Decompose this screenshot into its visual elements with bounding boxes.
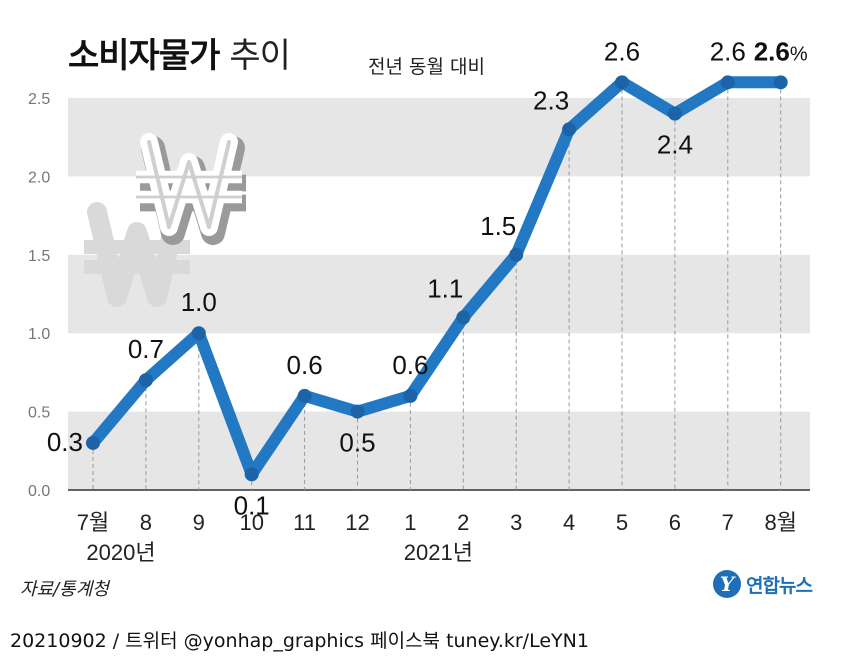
data-label: 0.1 — [234, 490, 270, 520]
data-label: 0.6 — [287, 350, 323, 380]
drop-lines — [92, 82, 782, 490]
x-tick-label: 1 — [404, 510, 416, 535]
logo-text: 연합뉴스 — [746, 574, 813, 597]
won-strokes — [147, 140, 231, 229]
grid-band — [68, 411, 810, 490]
y-tick-label: 0.5 — [28, 405, 50, 422]
data-point — [297, 388, 312, 403]
grid-band — [68, 254, 810, 334]
x-tick-label: 11 — [293, 510, 316, 535]
data-point — [86, 435, 100, 450]
x-tick-label: 12 — [345, 510, 369, 535]
data-label: 0.7 — [128, 334, 164, 364]
data-labels: 0.3 0.7 1.0 0.1 0.6 0.5 0.6 1.1 1.5 2.3 2.6 2.4 2.6 2… — [47, 36, 808, 520]
y-tick-label: 1.5 — [28, 248, 50, 265]
won-shape — [84, 202, 190, 307]
data-label: 1.5 — [480, 211, 516, 241]
data-point — [720, 75, 735, 90]
data-point — [350, 404, 365, 419]
logo-mark-icon: Y — [713, 570, 741, 598]
year-label: 2020년 — [86, 540, 155, 565]
data-point — [244, 467, 259, 482]
data-point — [615, 75, 629, 90]
x-tick-label: 10 — [239, 510, 263, 535]
data-point — [456, 310, 471, 325]
data-point — [509, 247, 524, 262]
data-point — [138, 373, 153, 388]
y-tick-label: 2.5 — [28, 91, 50, 108]
x-tick-label: 8월 — [764, 510, 796, 535]
x-tick-label: 8 — [140, 510, 152, 535]
x-tick-label: 4 — [563, 510, 575, 535]
data-point — [403, 388, 418, 403]
series-path — [87, 76, 787, 481]
data-label: 1.1 — [427, 274, 463, 304]
unit-label: % — [790, 43, 808, 65]
y-tick-label: 0.0 — [28, 483, 50, 500]
data-point — [773, 75, 788, 90]
year-label: 2021년 — [404, 540, 473, 565]
data-label: 2.6 — [710, 36, 746, 66]
y-tick-label: 1.0 — [28, 326, 50, 343]
won-icon — [84, 133, 246, 307]
data-label: 2.3 — [533, 85, 569, 115]
data-label: 0.6 — [392, 350, 428, 380]
data-point — [562, 122, 577, 137]
x-tick-label: 7 — [722, 510, 734, 535]
data-label: 0.3 — [47, 427, 83, 457]
x-tick-label: 6 — [669, 510, 681, 535]
y-axis-ticks: 0.0 0.5 1.0 1.5 2.0 2.5 — [28, 91, 50, 500]
data-label: 1.0 — [181, 287, 217, 317]
data-point — [191, 326, 206, 341]
x-tick-label: 5 — [616, 510, 628, 535]
data-label: 2.4 — [657, 130, 693, 160]
series-line — [86, 75, 788, 482]
title-main: 소비자물가 — [68, 36, 220, 76]
grid-bands — [68, 98, 810, 491]
data-point — [667, 106, 682, 121]
yonhap-logo: Y 연합뉴스 — [713, 570, 813, 598]
title-suffix: 추이 — [229, 36, 291, 76]
won-shape — [136, 140, 242, 229]
data-label: 0.5 — [339, 428, 375, 458]
footer-credit: 20210902 / 트위터 @yonhap_graphics 페이스북 tun… — [10, 630, 589, 652]
x-tick-label: 9 — [193, 510, 205, 535]
x-tick-label: 7월 — [77, 510, 109, 535]
x-tick-label: 3 — [510, 510, 522, 535]
chart-subtitle: 전년 동월 대비 — [368, 56, 485, 78]
source-note: 자료/통계청 — [20, 579, 109, 600]
chart-title: 소비자물가 추이 — [68, 28, 291, 77]
data-label: 2.6 — [604, 36, 640, 66]
data-label: 2.6% — [754, 36, 808, 66]
y-tick-label: 2.0 — [28, 169, 50, 186]
x-tick-label: 2 — [457, 510, 469, 535]
